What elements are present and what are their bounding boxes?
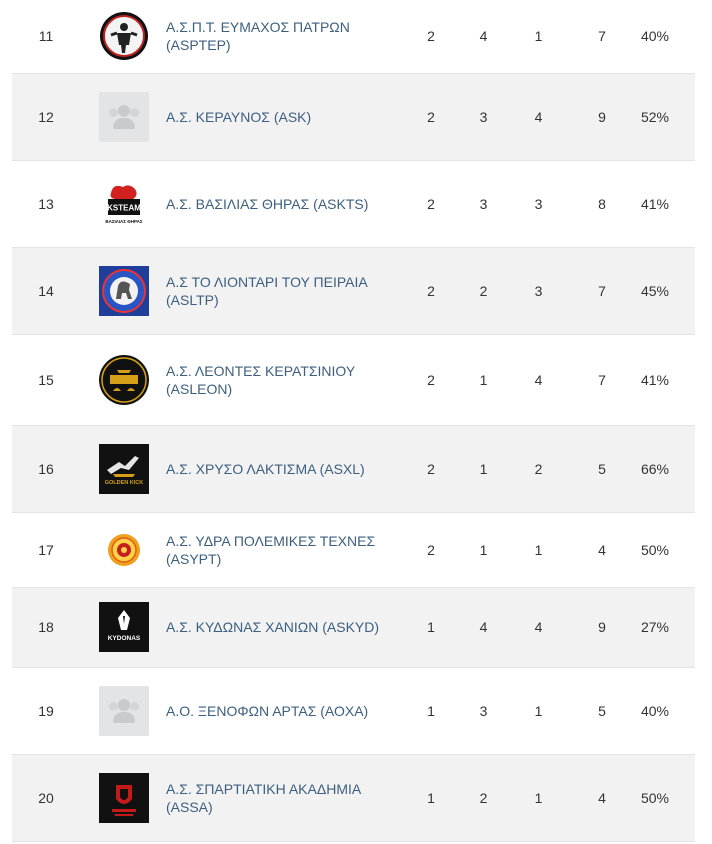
stat-cell: 7 — [598, 28, 606, 45]
stat-cell: 7 — [598, 371, 606, 388]
club-name-link[interactable]: Α.Σ ΤΟ ΛΙΟΝΤΑΡΙ ΤΟΥ ΠΕΙΡΑΙΑ (ASLTP) — [166, 273, 367, 308]
stat-cell: 4 — [598, 789, 606, 806]
table-row: 14 Α.Σ ΤΟ ΛΙΟΝΤΑΡΙ ΤΟΥ ΠΕΙΡΑΙΑ (ASLTP) 2… — [12, 247, 695, 334]
table-row: 19 Α.Ο. ΞΕΝΟΦΩΝ ΑΡΤΑΣ (ΑΟΧΑ) 1 3 1 5 40% — [12, 667, 695, 754]
assa-logo-icon — [99, 772, 149, 823]
percentage-cell: 40% — [640, 28, 669, 45]
club-name-link[interactable]: Α.Σ. ΥΔΡΑ ΠΟΛΕΜΙΚΕΣ ΤΕΧΝΕΣ (ASYPT) — [166, 532, 376, 567]
stat-cell: 4 — [479, 28, 488, 45]
stat-cell: 4 — [534, 371, 543, 388]
rank-cell: 12 — [38, 108, 54, 125]
stat-cell: 3 — [534, 282, 543, 299]
stat-cell: 2 — [427, 282, 435, 299]
percentage-cell: 50% — [640, 541, 669, 558]
rank-cell: 16 — [38, 460, 54, 477]
club-name-link[interactable]: Α.Σ. ΚΥΔΩΝΑΣ ΧΑΝΙΩΝ (ASKYD) — [166, 619, 380, 635]
rank-cell: 14 — [38, 282, 54, 299]
stat-cell: 5 — [598, 702, 606, 719]
rank-cell: 19 — [38, 702, 54, 719]
club-name-link[interactable]: Α.Ο. ΞΕΝΟΦΩΝ ΑΡΤΑΣ (ΑΟΧΑ) — [166, 702, 369, 719]
stat-cell: 2 — [479, 282, 488, 299]
asptep-logo-icon — [100, 12, 148, 61]
stat-cell: 2 — [427, 108, 435, 125]
table-row: 13 KSTEAM ΒΑΣΙΛΙΑΣ ΘΗΡΑΣ Α.Σ. ΒΑΣΙΛΙΑΣ Θ… — [12, 160, 695, 247]
percentage-cell: 41% — [640, 371, 669, 388]
club-name-link[interactable]: Α.Σ. ΒΑΣΙΛΙΑΣ ΘΗΡΑΣ (ASKTS) — [166, 195, 369, 212]
stat-cell: 1 — [479, 460, 488, 477]
rank-cell: 15 — [38, 371, 54, 388]
stat-cell: 9 — [598, 619, 606, 635]
stat-cell: 3 — [479, 702, 488, 719]
rank-cell: 18 — [38, 619, 54, 635]
standings-table: 11 Α.Σ.Π.Τ. ΕΥΜΑΧΟΣ ΠΑΤΡΩΝ (ASPTEP) 2 4 … — [12, 0, 695, 842]
club-name-link[interactable]: Α.Σ. ΣΠΑΡΤΙΑΤΙΚΗ ΑΚΑΔΗΜΙΑ (ASSA) — [166, 780, 361, 815]
stat-cell: 2 — [427, 28, 435, 45]
asypt-logo-icon — [99, 524, 149, 575]
stat-cell: 4 — [598, 541, 606, 558]
stat-cell: 2 — [534, 460, 543, 477]
stat-cell: 9 — [598, 108, 606, 125]
ksteam-logo-text: KSTEAM — [107, 203, 141, 212]
stat-cell: 2 — [427, 460, 435, 477]
rank-cell: 13 — [38, 195, 54, 212]
percentage-cell: 45% — [640, 282, 669, 299]
table-row: 18 KYDONAS Α.Σ. ΚΥΔΩΝΑΣ ΧΑΝΙΩΝ (ASKYD) 1… — [12, 587, 695, 667]
golden-kick-logo-text: GOLDEN KICK — [105, 480, 144, 486]
club-name-link[interactable]: Α.Σ. ΧΡΥΣΟ ΛΑΚΤΙΣΜΑ (ASXL) — [166, 460, 365, 477]
stat-cell: 1 — [479, 371, 488, 388]
percentage-cell: 52% — [640, 108, 669, 125]
percentage-cell: 50% — [640, 789, 669, 806]
stat-cell: 1 — [427, 789, 435, 806]
stat-cell: 3 — [479, 108, 488, 125]
table-row: 20 Α.Σ. ΣΠΑΡΤΙΑΤΙΚΗ ΑΚΑΔΗΜΙΑ (ASSA) 1 2 … — [12, 754, 695, 841]
kydonas-logo-icon: KYDONAS — [99, 602, 149, 652]
stat-cell: 1 — [534, 541, 543, 558]
percentage-cell: 27% — [640, 619, 669, 635]
rank-cell: 11 — [38, 28, 54, 45]
table-row: 15 Α.Σ. ΛΕΟΝΤΕΣ ΚΕΡΑΤΣΙΝΙΟΥ (ASLEON) 2 1… — [12, 334, 695, 425]
kydonas-logo-text: KYDONAS — [108, 635, 141, 642]
ksteam-logo-subtext: ΒΑΣΙΛΙΑΣ ΘΗΡΑΣ — [105, 219, 143, 224]
rank-cell: 17 — [38, 541, 54, 558]
table-row: 17 Α.Σ. ΥΔΡΑ ΠΟΛΕΜΙΚΕΣ ΤΕΧΝΕΣ (ASYPT) 2 … — [12, 512, 695, 587]
ksteam-logo-icon: KSTEAM ΒΑΣΙΛΙΑΣ ΘΗΡΑΣ — [99, 178, 149, 229]
table-row: 11 Α.Σ.Π.Τ. ΕΥΜΑΧΟΣ ΠΑΤΡΩΝ (ASPTEP) 2 4 … — [12, 0, 695, 73]
asleon-logo-icon — [99, 354, 149, 405]
club-name-link[interactable]: Α.Σ.Π.Τ. ΕΥΜΑΧΟΣ ΠΑΤΡΩΝ (ASPTEP) — [166, 19, 350, 54]
stat-cell: 7 — [598, 282, 606, 299]
golden-kick-logo-icon: GOLDEN KICK — [99, 443, 149, 494]
stat-cell: 4 — [479, 619, 488, 635]
stat-cell: 1 — [534, 702, 543, 719]
stat-cell: 3 — [534, 195, 543, 212]
club-name-link[interactable]: Α.Σ. ΚΕΡΑΥΝΟΣ (ASK) — [166, 108, 312, 125]
rank-cell: 20 — [38, 789, 54, 806]
club-name-link[interactable]: Α.Σ. ΛΕΟΝΤΕΣ ΚΕΡΑΤΣΙΝΙΟΥ (ASLEON) — [166, 362, 355, 397]
percentage-cell: 66% — [640, 460, 669, 477]
asltp-logo-icon — [99, 265, 149, 316]
stat-cell: 2 — [427, 195, 435, 212]
stat-cell: 4 — [534, 619, 543, 635]
percentage-cell: 40% — [640, 702, 669, 719]
percentage-cell: 41% — [640, 195, 669, 212]
placeholder-users-icon — [99, 685, 149, 736]
stat-cell: 1 — [427, 619, 435, 635]
stat-cell: 1 — [534, 789, 543, 806]
stat-cell: 5 — [598, 460, 606, 477]
stat-cell: 4 — [534, 108, 543, 125]
table-row: 12 Α.Σ. ΚΕΡΑΥΝΟΣ (ASK) 2 3 4 9 52% — [12, 73, 695, 160]
stat-cell: 2 — [427, 541, 435, 558]
stat-cell: 2 — [427, 371, 435, 388]
stat-cell: 1 — [427, 702, 435, 719]
stat-cell: 2 — [479, 789, 488, 806]
table-row: 16 GOLDEN KICK Α.Σ. ΧΡΥΣΟ ΛΑΚΤΙΣΜΑ (ASXL… — [12, 425, 695, 512]
stat-cell: 1 — [479, 541, 488, 558]
stat-cell: 8 — [598, 195, 606, 212]
placeholder-users-icon — [99, 91, 149, 142]
stat-cell: 1 — [534, 28, 543, 45]
stat-cell: 3 — [479, 195, 488, 212]
